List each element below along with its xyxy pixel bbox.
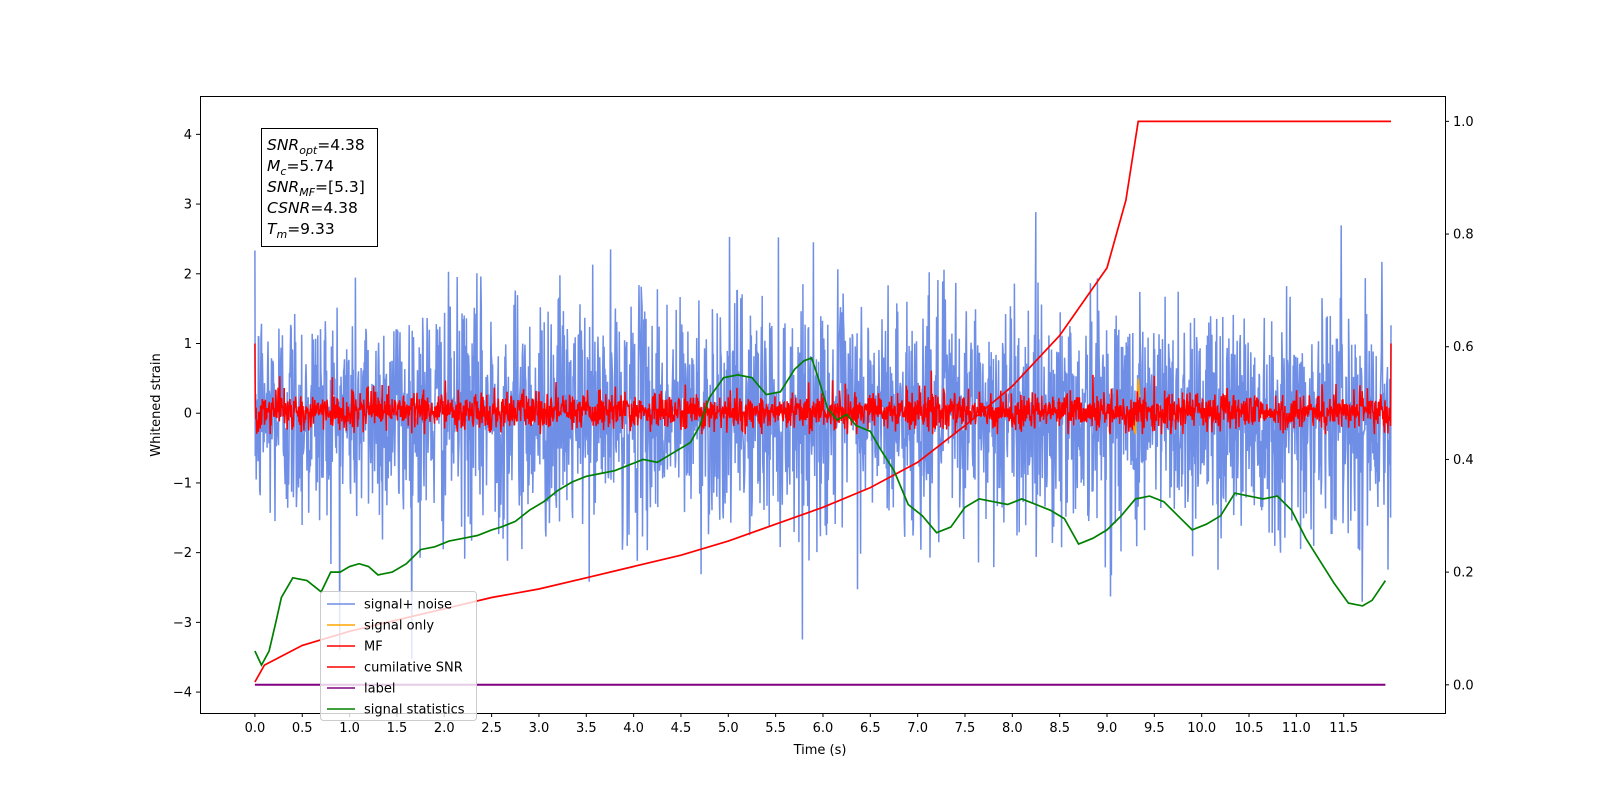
legend-entry-cumulative-snr: cumilative SNR xyxy=(327,661,463,676)
legend-label: MF xyxy=(364,640,383,655)
series-signal-noise xyxy=(254,212,1392,660)
x-tick-label: 7.0 xyxy=(907,721,928,736)
y-tick-label: 4 xyxy=(184,128,192,143)
y2-tick-label: 0.0 xyxy=(1453,678,1474,693)
legend-label: label xyxy=(364,682,395,697)
x-tick-label: 6.5 xyxy=(860,721,881,736)
annotation-line: SNRopt=4.38 xyxy=(267,136,365,157)
series-mf xyxy=(254,343,1392,435)
y-axis-ticks: 4 3 2 1 0 −1 −2 −3 −4 xyxy=(173,128,200,701)
x-tick-label: 9.5 xyxy=(1144,721,1165,736)
x-tick-label: 3.0 xyxy=(529,721,550,736)
legend-label: signal only xyxy=(364,619,434,634)
legend-entry-signal-only: signal only xyxy=(327,619,434,634)
x-tick-label: 2.0 xyxy=(434,721,455,736)
y-tick-label: 1 xyxy=(184,337,192,352)
legend-label: signal statistics xyxy=(364,703,465,718)
annotation-line: CSNR=4.38 xyxy=(267,199,358,217)
annotation-line: Tm=9.33 xyxy=(267,220,335,241)
x-tick-label: 0.5 xyxy=(292,721,313,736)
legend-entry-signal-noise: signal+ noise xyxy=(327,598,452,613)
y2-tick-label: 0.2 xyxy=(1453,566,1474,581)
x-tick-label: 6.0 xyxy=(813,721,834,736)
x-tick-label: 5.5 xyxy=(765,721,786,736)
legend-entry-label: label xyxy=(327,682,395,697)
x-tick-label: 1.5 xyxy=(387,721,408,736)
x-tick-label: 11.5 xyxy=(1329,721,1358,736)
x-tick-label: 7.5 xyxy=(955,721,976,736)
x-tick-label: 2.5 xyxy=(481,721,502,736)
annotation-line: Mc=5.74 xyxy=(267,157,334,178)
y2-axis-ticks: 1.0 0.8 0.6 0.4 0.2 0.0 xyxy=(1445,115,1474,693)
x-tick-label: 4.5 xyxy=(671,721,692,736)
x-tick-label: 11.0 xyxy=(1282,721,1311,736)
legend-entry-signal-statistics: signal statistics xyxy=(327,703,465,718)
y-tick-label: −3 xyxy=(173,616,192,631)
series-signal-statistics xyxy=(254,356,1387,667)
x-tick-label: 5.0 xyxy=(718,721,739,736)
y-tick-label: −1 xyxy=(173,476,192,491)
x-tick-label: 8.5 xyxy=(1049,721,1070,736)
y-tick-label: 0 xyxy=(184,407,192,422)
x-axis-label: Time (s) xyxy=(793,743,847,758)
y2-tick-label: 0.4 xyxy=(1453,453,1474,468)
legend-entry-mf: MF xyxy=(327,640,383,655)
x-tick-label: 4.0 xyxy=(623,721,644,736)
y-tick-label: 3 xyxy=(184,198,192,213)
x-tick-label: 1.0 xyxy=(339,721,360,736)
y2-tick-label: 0.6 xyxy=(1453,340,1474,355)
y-tick-label: 2 xyxy=(184,267,192,282)
legend: signal+ noise signal only MF cumilative … xyxy=(320,591,477,721)
legend-label: cumilative SNR xyxy=(364,661,463,676)
x-tick-label: 9.0 xyxy=(1097,721,1118,736)
x-tick-label: 0.0 xyxy=(245,721,266,736)
annotation-line: SNRMF=[5.3] xyxy=(267,178,365,199)
y-tick-label: −2 xyxy=(173,546,192,561)
y2-tick-label: 1.0 xyxy=(1453,115,1474,130)
y2-tick-label: 0.8 xyxy=(1453,228,1474,243)
x-tick-label: 10.0 xyxy=(1187,721,1216,736)
legend-label: signal+ noise xyxy=(364,598,452,613)
y-tick-label: −4 xyxy=(173,686,192,701)
x-axis-ticks: 0.0 0.5 1.0 1.5 2.0 2.5 3.0 3.5 4.0 4.5 5.0 5.5 6.0 6… xyxy=(245,713,1358,736)
x-tick-label: 8.0 xyxy=(1002,721,1023,736)
x-tick-label: 10.5 xyxy=(1235,721,1264,736)
x-tick-label: 3.5 xyxy=(576,721,597,736)
y-axis-label: Whitened strain xyxy=(149,353,164,456)
